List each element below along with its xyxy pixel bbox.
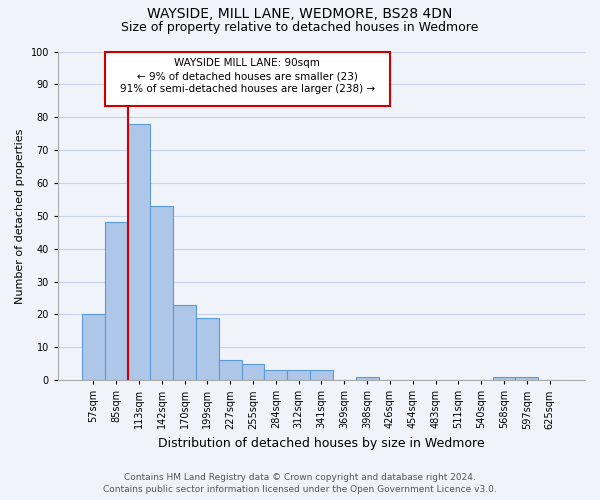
Text: WAYSIDE, MILL LANE, WEDMORE, BS28 4DN: WAYSIDE, MILL LANE, WEDMORE, BS28 4DN (148, 8, 452, 22)
X-axis label: Distribution of detached houses by size in Wedmore: Distribution of detached houses by size … (158, 437, 485, 450)
Bar (265, 370, 287, 380)
Bar (515, 377, 538, 380)
Y-axis label: Number of detached properties: Number of detached properties (15, 128, 25, 304)
Bar (242, 364, 265, 380)
Bar (356, 377, 379, 380)
Text: WAYSIDE MILL LANE: 90sqm: WAYSIDE MILL LANE: 90sqm (175, 58, 320, 68)
Bar (493, 377, 515, 380)
FancyBboxPatch shape (105, 52, 390, 106)
Bar (105, 222, 128, 380)
Text: ← 9% of detached houses are smaller (23): ← 9% of detached houses are smaller (23) (137, 71, 358, 81)
Bar (82, 314, 105, 380)
Bar (151, 206, 173, 380)
Text: 91% of semi-detached houses are larger (238) →: 91% of semi-detached houses are larger (… (120, 84, 375, 94)
Bar (196, 318, 219, 380)
Text: Contains HM Land Registry data © Crown copyright and database right 2024.
Contai: Contains HM Land Registry data © Crown c… (103, 472, 497, 494)
Bar (219, 360, 242, 380)
Bar (173, 304, 196, 380)
Text: Size of property relative to detached houses in Wedmore: Size of property relative to detached ho… (121, 21, 479, 34)
Bar (128, 124, 151, 380)
Bar (310, 370, 333, 380)
Bar (287, 370, 310, 380)
